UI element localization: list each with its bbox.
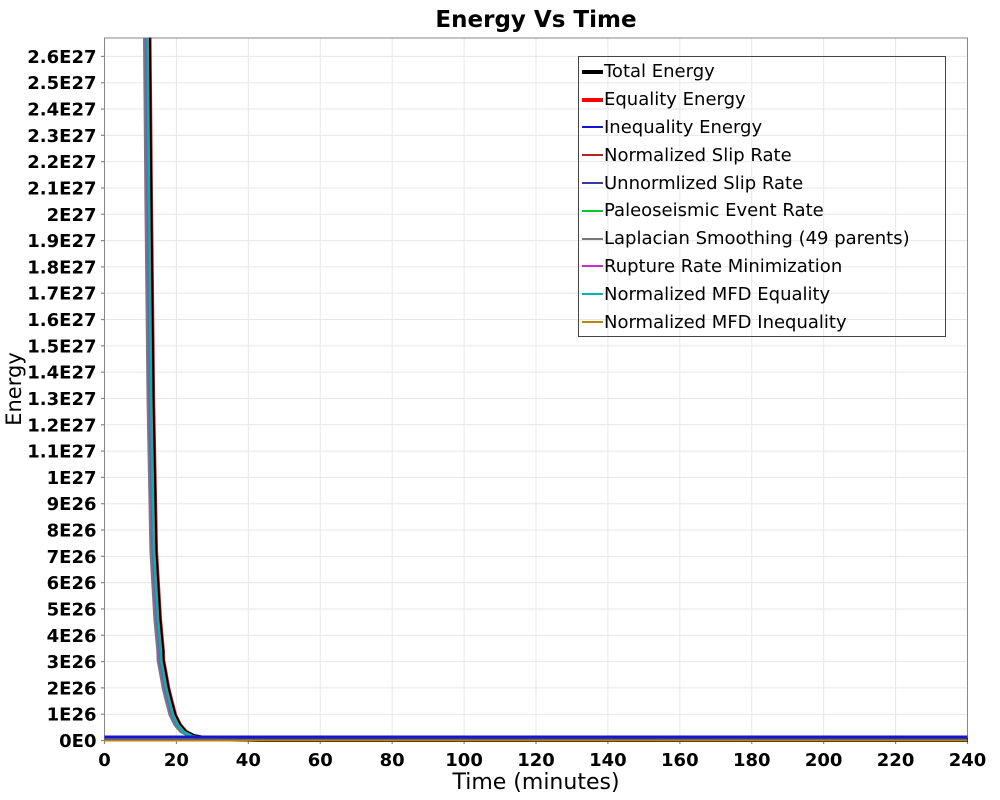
y-tick-label: 1.6E27: [27, 310, 96, 331]
legend-swatch-inequality-energy: [582, 126, 603, 129]
y-tick-label: 2.5E27: [27, 73, 96, 94]
y-tick-label: 1.5E27: [27, 336, 96, 357]
x-tick-label: 140: [589, 750, 627, 771]
legend-label: Laplacian Smoothing (49 parents): [604, 228, 910, 250]
y-tick-label: 6E26: [47, 573, 97, 594]
y-tick-label: 9E26: [47, 494, 97, 515]
x-tick-label: 240: [949, 750, 987, 771]
legend-item-equality-energy: Equality Energy: [582, 86, 945, 113]
y-tick-label: 0E0: [59, 731, 96, 752]
legend-label: Equality Energy: [604, 89, 746, 111]
x-tick-label: 60: [308, 750, 333, 771]
legend-item-paleoseismic-event-rate: Paleoseismic Event Rate: [582, 197, 945, 224]
y-tick-label: 7E26: [47, 547, 97, 568]
chart-title: Energy Vs Time: [435, 7, 636, 33]
legend-item-normalized-mfd-inequality: Normalized MFD Inequality: [582, 309, 945, 336]
legend-item-normalized-slip-rate: Normalized Slip Rate: [582, 142, 945, 169]
series-lines: [104, 37, 968, 742]
x-axis-title: Time (minutes): [451, 770, 619, 795]
x-tick-label: 160: [661, 750, 699, 771]
legend-label: Normalized MFD Equality: [604, 283, 831, 305]
legend-item-total-energy: Total Energy: [582, 58, 945, 85]
y-tick-label: 1.1E27: [27, 442, 96, 463]
legend-swatch-laplacian-smoothing: [582, 237, 603, 240]
y-tick-label: 1.3E27: [27, 389, 96, 410]
legend-swatch-rupture-rate-minimization: [582, 265, 603, 268]
x-tick-label: 20: [164, 750, 189, 771]
y-tick-label: 2E26: [47, 678, 97, 699]
legend-label: Total Energy: [604, 61, 715, 83]
y-tick-label: 2.2E27: [27, 152, 96, 173]
y-tick-label: 2.4E27: [27, 100, 96, 121]
legend-label: Inequality Energy: [604, 116, 763, 138]
legend-swatch-normalized-mfd-inequality: [582, 321, 603, 324]
legend-item-normalized-mfd-equality: Normalized MFD Equality: [582, 281, 945, 308]
legend-swatch-unnormlized-slip-rate: [582, 182, 603, 185]
y-tick-label: 1.4E27: [27, 363, 96, 384]
legend-label: Normalized Slip Rate: [604, 144, 792, 166]
x-tick-label: 120: [517, 750, 555, 771]
y-tick-label: 1.9E27: [27, 231, 96, 252]
legend-label: Normalized MFD Inequality: [604, 311, 847, 333]
x-tick-label: 200: [805, 750, 843, 771]
y-tick-label: 1E27: [47, 468, 97, 489]
x-axis-tick-labels: 0 20 40 60 80 100 120 140 160 180 200 220 240: [98, 750, 986, 771]
y-tick-label: 2E27: [47, 205, 97, 226]
x-tick-label: 80: [380, 750, 405, 771]
gridlines: [104, 38, 968, 741]
legend-label: Unnormlized Slip Rate: [604, 172, 804, 194]
y-tick-label: 2.6E27: [27, 47, 96, 68]
legend-swatch-equality-energy: [582, 97, 603, 102]
y-axis-tick-labels: 0E0 1E26 2E26 3E26 4E26 5E26 6E26 7E26 8E26 9E26 1…: [27, 47, 96, 752]
y-tick-label: 2.3E27: [27, 126, 96, 147]
y-tick-label: 4E26: [47, 626, 97, 647]
y-tick-label: 2.1E27: [27, 178, 96, 199]
y-tick-label: 1.7E27: [27, 284, 96, 305]
y-tick-label: 1.2E27: [27, 415, 96, 436]
y-tick-label: 5E26: [47, 599, 97, 620]
legend-item-laplacian-smoothing: Laplacian Smoothing (49 parents): [582, 225, 945, 252]
legend-item-rupture-rate-minimization: Rupture Rate Minimization: [582, 253, 945, 280]
x-tick-label: 40: [236, 750, 261, 771]
legend-swatch-normalized-mfd-equality: [582, 293, 603, 296]
y-tick-label: 3E26: [47, 652, 97, 673]
x-tick-label: 180: [733, 750, 771, 771]
legend-swatch-paleoseismic-event-rate: [582, 209, 603, 212]
x-tick-label: 220: [877, 750, 915, 771]
y-tick-label: 1E26: [47, 705, 97, 726]
legend-item-unnormlized-slip-rate: Unnormlized Slip Rate: [582, 170, 945, 197]
legend: Total Energy Equality Energy Inequality …: [578, 56, 946, 337]
y-tick-label: 8E26: [47, 521, 97, 542]
legend-swatch-total-energy: [582, 69, 603, 74]
y-tick-label: 1.8E27: [27, 257, 96, 278]
legend-label: Rupture Rate Minimization: [604, 255, 843, 277]
legend-label: Paleoseismic Event Rate: [604, 200, 824, 222]
legend-swatch-normalized-slip-rate: [582, 154, 603, 157]
legend-item-inequality-energy: Inequality Energy: [582, 114, 945, 141]
x-tick-label: 100: [445, 750, 483, 771]
y-axis-title: Energy: [2, 352, 26, 426]
x-tick-label: 0: [98, 750, 111, 771]
